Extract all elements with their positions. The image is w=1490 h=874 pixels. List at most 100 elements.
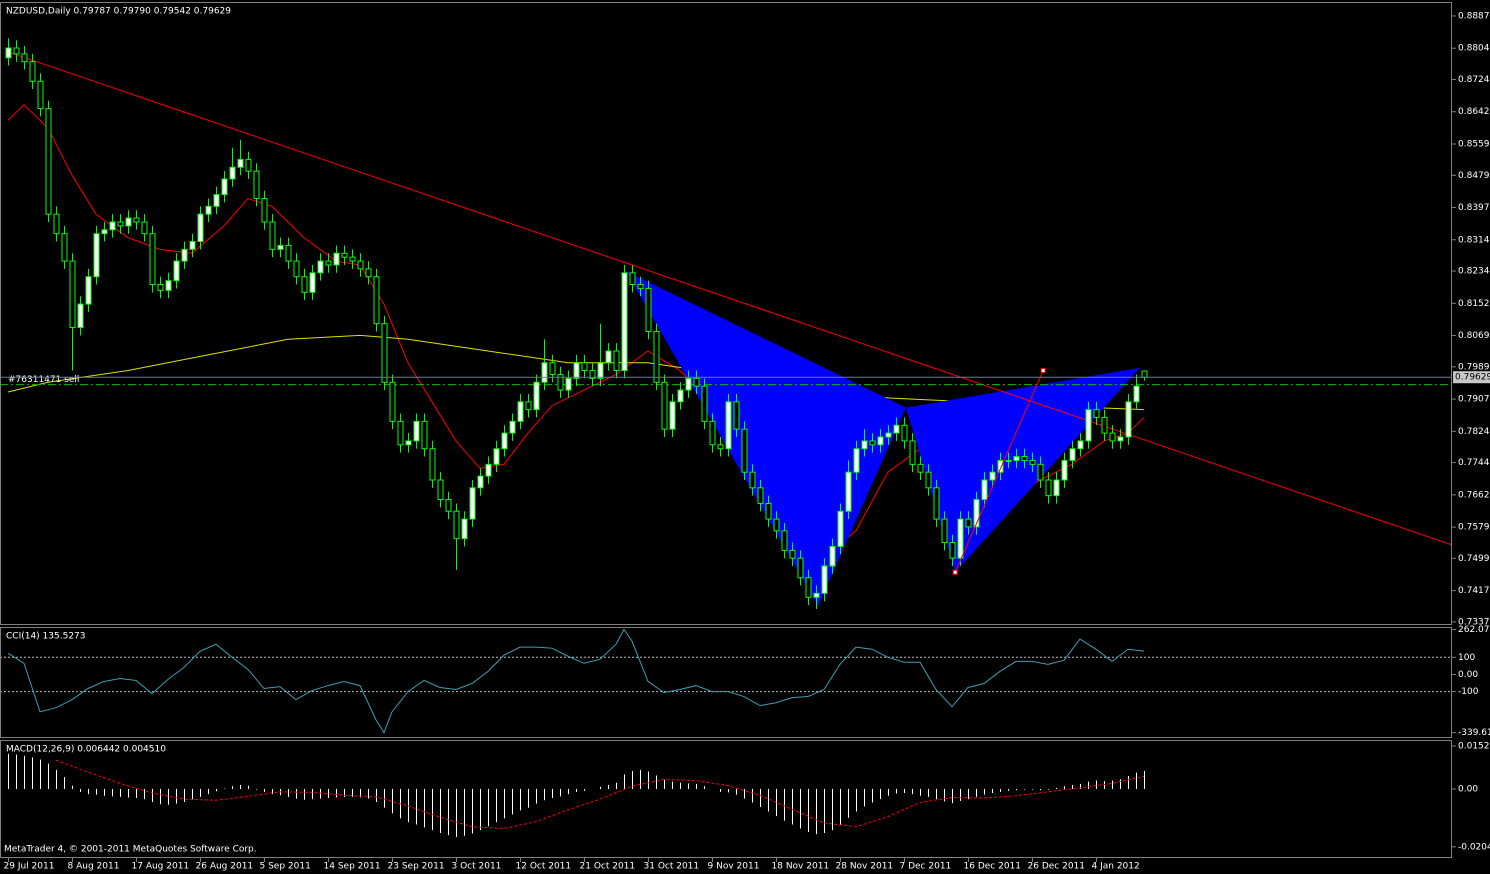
y-tick-label: 0.74995 bbox=[1458, 554, 1490, 564]
candle-body bbox=[589, 370, 596, 379]
candle-body bbox=[1021, 456, 1028, 461]
candle-body bbox=[229, 166, 236, 180]
candle-body bbox=[613, 350, 620, 372]
candle-body bbox=[301, 276, 308, 293]
main-pane-frame bbox=[0, 2, 1452, 625]
candle-body bbox=[349, 256, 356, 262]
candle-body bbox=[1013, 456, 1020, 461]
candle-body bbox=[165, 280, 172, 291]
projection-point bbox=[1040, 368, 1046, 374]
candle-body bbox=[269, 221, 276, 250]
candle-body bbox=[1125, 401, 1132, 438]
candle-body bbox=[45, 108, 52, 215]
y-tick-label: 0.87245 bbox=[1458, 75, 1490, 85]
candle-body bbox=[573, 362, 580, 379]
candle-body bbox=[541, 362, 548, 383]
candle-body bbox=[149, 233, 156, 286]
candle-body bbox=[861, 440, 868, 450]
candle-body bbox=[941, 518, 948, 544]
y-tick-label: 0.79895 bbox=[1458, 362, 1490, 372]
candle-body bbox=[525, 401, 532, 411]
projection-point bbox=[952, 569, 958, 575]
candle-body bbox=[397, 420, 404, 446]
candle-body bbox=[1085, 409, 1092, 442]
chart-layer: #76311471 sell NZDUSD,Daily 0.79787 0.797… bbox=[0, 7, 1490, 872]
trendline bbox=[7, 51, 1452, 546]
candle-body bbox=[693, 377, 700, 387]
candle-body bbox=[733, 401, 740, 430]
candle-body bbox=[509, 420, 516, 434]
candle-body bbox=[997, 459, 1004, 473]
x-tick-label: 26 Aug 2011 bbox=[196, 862, 254, 872]
candle-body bbox=[901, 424, 908, 442]
x-tick-label: 23 Sep 2011 bbox=[388, 862, 445, 872]
candle-body bbox=[653, 330, 660, 383]
y-tick-label: 100 bbox=[1458, 653, 1475, 663]
candle-body bbox=[197, 213, 204, 243]
candle-body bbox=[261, 198, 268, 223]
candle-body bbox=[701, 385, 708, 422]
candle-body bbox=[677, 389, 684, 403]
y-tick-label: 0.84795 bbox=[1458, 171, 1490, 181]
candle-body bbox=[277, 244, 284, 250]
signal-line bbox=[55, 759, 1145, 829]
candle-body bbox=[597, 362, 604, 379]
x-tick-label: 29 Jul 2011 bbox=[4, 862, 55, 872]
candle-body bbox=[885, 432, 892, 438]
candle-body bbox=[85, 276, 92, 305]
x-tick-label: 31 Oct 2011 bbox=[644, 862, 700, 872]
candle-body bbox=[469, 487, 476, 520]
candle-body bbox=[805, 577, 812, 598]
candle-body bbox=[453, 510, 460, 540]
candle-body bbox=[981, 479, 988, 501]
price-axis: 262.074 100 0.00 -100 -339.612 bbox=[1452, 625, 1490, 738]
macd-pane-frame bbox=[0, 740, 1452, 858]
candle-body bbox=[389, 381, 396, 422]
candle-body bbox=[61, 233, 68, 262]
y-tick-label: 0.77445 bbox=[1458, 458, 1490, 468]
candle-body bbox=[437, 479, 444, 501]
candle-body bbox=[461, 518, 468, 540]
candle-body bbox=[37, 80, 44, 110]
x-tick-label: 9 Nov 2011 bbox=[708, 862, 760, 872]
candle-body bbox=[1141, 370, 1148, 378]
candle-body bbox=[685, 377, 692, 391]
candle-body bbox=[21, 53, 28, 63]
candle-body bbox=[381, 323, 388, 383]
candle-body bbox=[1077, 440, 1084, 450]
candle-body bbox=[1109, 432, 1116, 442]
x-tick-label: 5 Sep 2011 bbox=[260, 862, 311, 872]
candle-body bbox=[501, 432, 508, 450]
candle-body bbox=[725, 401, 732, 450]
x-tick-label: 14 Sep 2011 bbox=[324, 862, 381, 872]
candle-body bbox=[293, 260, 300, 278]
candle-body bbox=[13, 47, 20, 55]
price-label: 0.79629 bbox=[1455, 373, 1490, 383]
x-tick-label: 18 Nov 2011 bbox=[772, 862, 830, 872]
candle-body bbox=[237, 158, 244, 168]
x-tick-label: 4 Jan 2012 bbox=[1092, 862, 1140, 872]
candle-body bbox=[781, 530, 788, 551]
candle-body bbox=[893, 424, 900, 434]
candle-body bbox=[797, 557, 804, 579]
candle-body bbox=[517, 401, 524, 422]
candle-body bbox=[813, 592, 820, 598]
candle-body bbox=[957, 518, 964, 559]
candle-body bbox=[93, 233, 100, 278]
candle-body bbox=[669, 401, 676, 430]
candle-body bbox=[373, 276, 380, 325]
candle-body bbox=[477, 475, 484, 489]
candle-body bbox=[821, 565, 828, 594]
candle-body bbox=[365, 268, 372, 278]
candle-body bbox=[853, 448, 860, 473]
candle-body bbox=[125, 217, 132, 227]
candle-body bbox=[29, 61, 36, 82]
candle-body bbox=[829, 545, 836, 567]
y-tick-label: 0.80695 bbox=[1458, 331, 1490, 341]
candle-body bbox=[1037, 463, 1044, 481]
pane-candlestick: #76311471 sell NZDUSD,Daily 0.79787 0.797… bbox=[0, 7, 1452, 610]
candle-body bbox=[557, 373, 564, 391]
